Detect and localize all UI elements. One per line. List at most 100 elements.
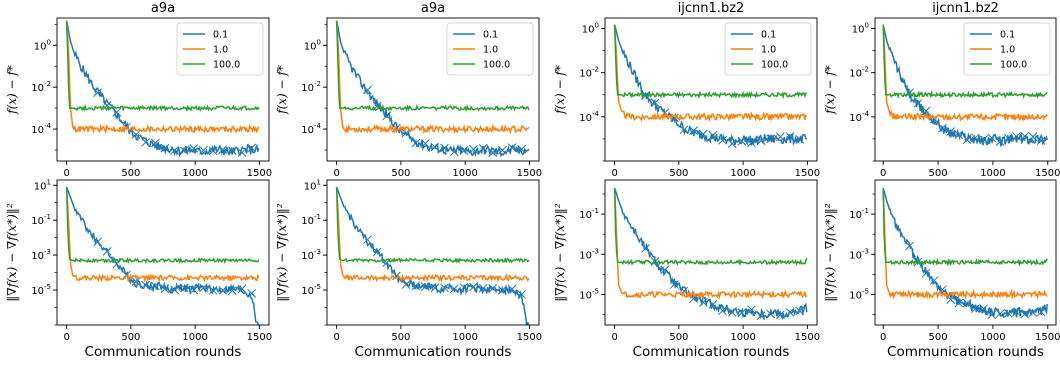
- marker-x: [189, 285, 199, 295]
- y-tick-label: 10-3: [31, 248, 51, 262]
- marker-x: [698, 129, 708, 139]
- marker-x: [517, 144, 527, 154]
- y-tick-exponent: -2: [592, 66, 599, 74]
- marker-x: [747, 138, 756, 148]
- legend-label-100.0: 100.0: [1000, 60, 1027, 71]
- x-axis-label: Communication rounds: [887, 344, 1044, 360]
- y-tick-base: 10: [849, 113, 862, 124]
- marker-x: [946, 127, 956, 136]
- legend-box: [724, 22, 812, 76]
- y-tick-label: 10-1: [31, 213, 51, 227]
- marker-x: [199, 145, 208, 155]
- y-tick-base: 10: [849, 250, 862, 261]
- x-axis-label: Communication rounds: [355, 344, 512, 360]
- legend-label-1.0: 1.0: [761, 45, 776, 56]
- marker-x: [469, 282, 478, 292]
- y-tick-label: 10-5: [849, 287, 869, 301]
- marker-x: [170, 145, 179, 155]
- x-tick-label: 500: [669, 332, 688, 343]
- y-tick-exponent: -3: [44, 248, 51, 256]
- y-axis-label: ‖∇f(x) − ∇f(x*)‖²: [823, 203, 837, 302]
- marker-x: [954, 130, 964, 140]
- marker-x: [208, 285, 218, 295]
- marker-x: [698, 298, 708, 307]
- marker-x: [1003, 309, 1013, 318]
- marker-x: [449, 147, 459, 157]
- x-tick-label: 1500: [795, 168, 820, 179]
- y-tick-label: 100: [582, 22, 599, 36]
- y-tick-exponent: -1: [862, 207, 869, 215]
- y-tick-exponent: -1: [592, 207, 599, 215]
- marker-x: [1003, 133, 1013, 143]
- axes-frame: [604, 17, 818, 162]
- legend: 0.1 1.0 100.0: [176, 22, 264, 76]
- marker-x: [112, 108, 122, 117]
- subplot-title: ijcnn1.bz2: [678, 1, 745, 16]
- y-axis-label: f(x) − f*: [553, 65, 567, 115]
- y-tick-base: 10: [304, 181, 317, 192]
- y-tick-label: 10-2: [31, 80, 51, 94]
- x-tick-label: 0: [63, 168, 69, 179]
- y-tick-label: 10-2: [849, 66, 869, 80]
- marker-x: [218, 285, 228, 295]
- x-tick-label: 1500: [247, 332, 272, 343]
- series-line-100.0: [335, 186, 530, 264]
- y-tick-base: 10: [579, 290, 592, 301]
- series-line-1.0: [882, 24, 1048, 123]
- y-tick-label: 100: [852, 22, 869, 36]
- series-line-1.0: [613, 24, 807, 123]
- y-tick-base: 10: [301, 286, 314, 297]
- y-tick-exponent: -3: [862, 247, 869, 255]
- marker-x: [478, 144, 488, 153]
- series-line-100.0: [882, 24, 1048, 100]
- marker-x: [459, 146, 469, 155]
- marker-x: [199, 283, 208, 293]
- marker-x: [995, 309, 1005, 319]
- series-line-100.0: [613, 24, 807, 100]
- legend: 0.1 1.0 100.0: [446, 22, 534, 76]
- x-tick-label: 500: [391, 332, 410, 343]
- x-axis-label: Communication rounds: [633, 344, 790, 360]
- marker-x: [776, 132, 785, 142]
- y-tick-label: 10-1: [849, 207, 869, 221]
- x-tick-label: 1500: [517, 168, 542, 179]
- x-tick-label: 0: [880, 332, 886, 343]
- marker-x: [747, 305, 756, 315]
- y-tick-base: 10: [579, 250, 592, 261]
- marker-x: [131, 130, 141, 139]
- y-tick-label: 10-2: [301, 80, 321, 94]
- x-tick-label: 500: [121, 332, 140, 343]
- y-tick-label: 10-1: [579, 207, 599, 221]
- y-tick-exponent: 0: [595, 22, 599, 30]
- series-line-1.0: [613, 187, 808, 300]
- legend-label-0.1: 0.1: [483, 30, 498, 41]
- y-tick-exponent: -5: [44, 283, 51, 291]
- y-tick-base: 10: [31, 216, 44, 227]
- marker-x: [247, 143, 257, 153]
- marker-x: [737, 308, 747, 318]
- x-tick-label: 1500: [1035, 168, 1060, 179]
- x-axis-label: Communication rounds: [85, 344, 242, 360]
- marker-x: [1020, 131, 1030, 141]
- y-tick-base: 10: [31, 286, 44, 297]
- marker-x: [913, 99, 923, 108]
- marker-x: [218, 145, 228, 155]
- marker-x: [430, 142, 440, 152]
- marker-x: [727, 139, 737, 148]
- x-tick-label: 500: [929, 168, 948, 179]
- marker-x: [1036, 136, 1046, 146]
- y-tick-label: 101: [34, 178, 51, 192]
- marker-x: [208, 146, 218, 156]
- marker-x: [737, 136, 747, 146]
- marker-x: [247, 289, 257, 298]
- marker-x: [905, 241, 914, 251]
- marker-x: [766, 134, 776, 144]
- marker-x: [93, 237, 102, 247]
- marker-x: [1028, 132, 1038, 142]
- y-tick-exponent: 1: [47, 178, 51, 186]
- y-tick-label: 10-5: [31, 283, 51, 297]
- marker-x: [921, 106, 931, 116]
- marker-x: [411, 281, 421, 291]
